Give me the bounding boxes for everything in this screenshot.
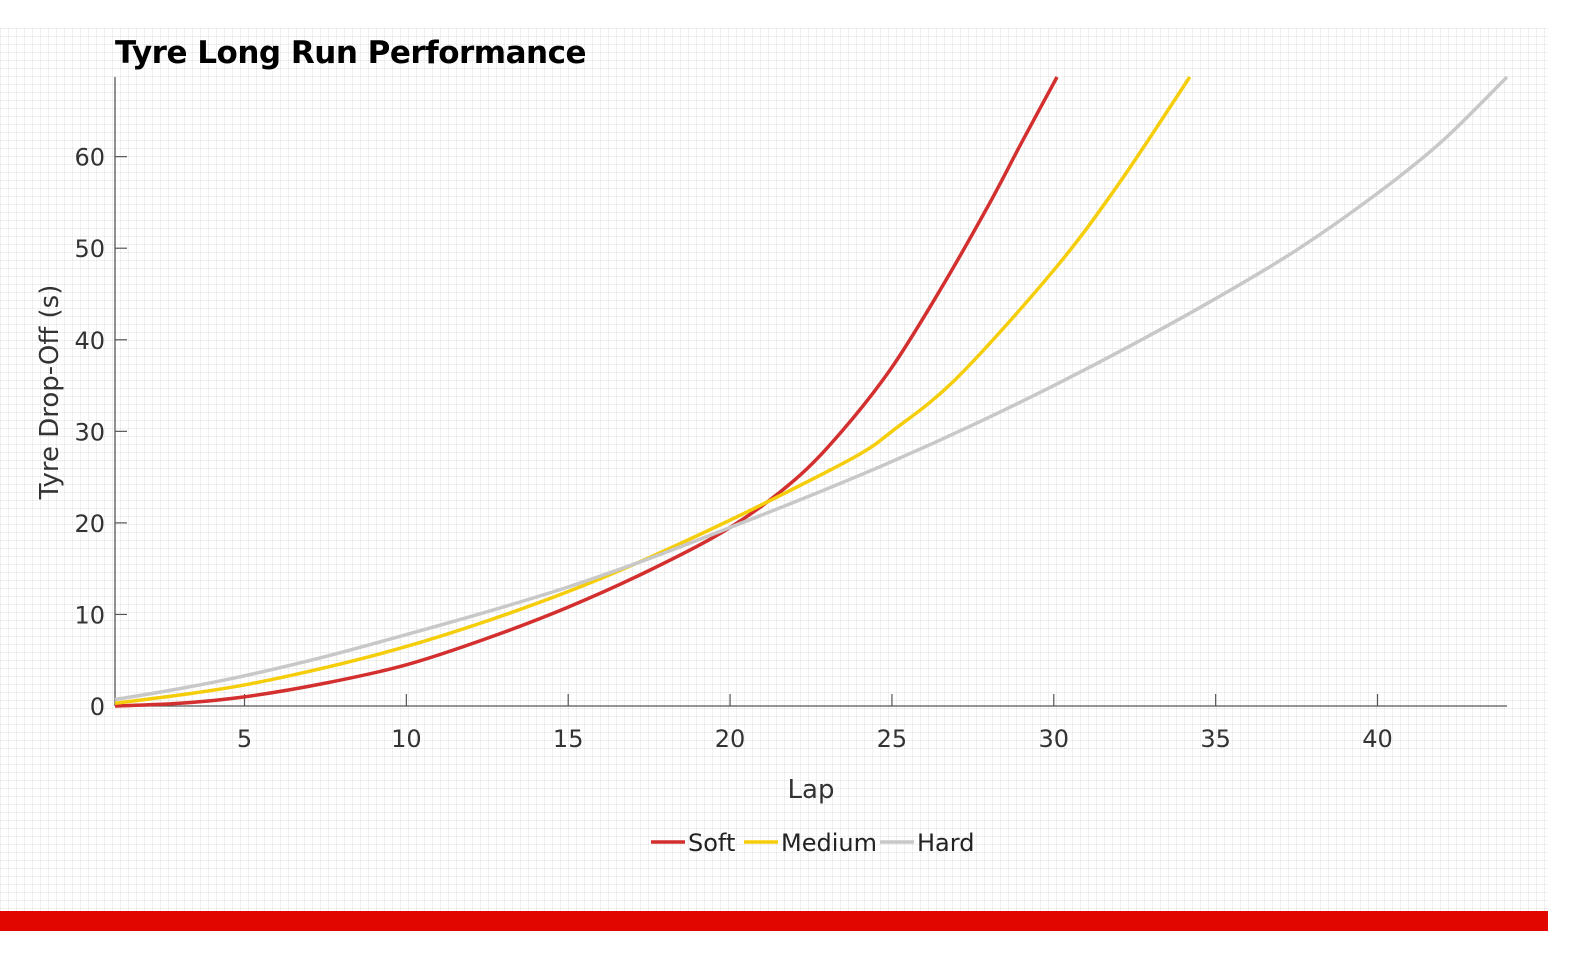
- x-tick-label: 35: [1200, 725, 1231, 753]
- y-tick-label: 50: [74, 235, 105, 263]
- y-tick-label: 40: [74, 327, 105, 355]
- series-line-hard: [114, 75, 1509, 702]
- legend-label-hard: Hard: [917, 829, 974, 857]
- x-tick-label: 20: [715, 725, 746, 753]
- x-tick-label: 10: [391, 725, 422, 753]
- grid-paper-background: [0, 28, 1548, 912]
- y-tick-label: 0: [90, 693, 105, 721]
- legend-label-soft: Soft: [688, 829, 735, 857]
- x-tick-label: 5: [237, 725, 252, 753]
- x-tick-label: 40: [1362, 725, 1393, 753]
- x-tick-label: 30: [1039, 725, 1070, 753]
- legend-label-medium: Medium: [781, 829, 877, 857]
- y-tick-label: 20: [74, 510, 105, 538]
- legend: Soft Medium Hard: [651, 829, 974, 857]
- series-lines: [114, 75, 1509, 708]
- axes: 5 10 15 20 25 30 35 40 0 10 20 30 40 50 60: [74, 77, 1507, 753]
- y-axis-label: Tyre Drop-Off (s): [35, 285, 65, 501]
- y-tick-label: 10: [74, 601, 105, 629]
- y-tick-label: 60: [74, 144, 105, 172]
- y-tick-label: 30: [74, 418, 105, 446]
- series-line-soft: [114, 76, 1059, 708]
- x-tick-label: 15: [553, 725, 584, 753]
- series-line-medium: [114, 76, 1192, 705]
- chart-title: Tyre Long Run Performance: [115, 35, 586, 71]
- x-tick-label: 25: [877, 725, 908, 753]
- brand-red-bar: [0, 911, 1548, 931]
- x-axis-label: Lap: [788, 775, 835, 805]
